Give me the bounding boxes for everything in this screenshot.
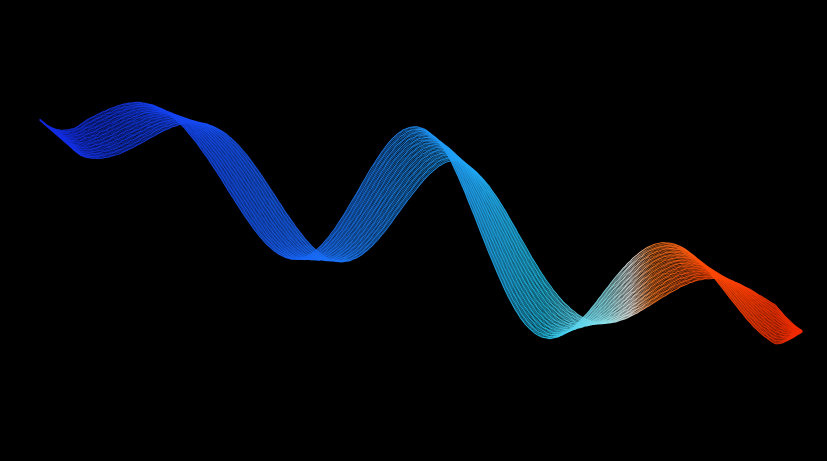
wave-strand	[40, 119, 802, 331]
wave-strand	[40, 119, 802, 330]
wave-strand	[40, 119, 802, 331]
wave-strand	[40, 117, 802, 331]
wave-strand	[40, 120, 802, 331]
wave-strand	[40, 120, 802, 331]
wave-strand	[40, 113, 802, 331]
wave-strand-group	[40, 102, 802, 343]
wave-strand	[40, 118, 802, 331]
wave-strand	[40, 119, 802, 331]
wave-strand	[40, 117, 802, 331]
wave-strand	[40, 120, 802, 331]
wave-strand	[40, 115, 802, 331]
wave-strand	[40, 102, 802, 343]
wave-strand	[40, 118, 802, 332]
wave-strand	[40, 119, 802, 330]
wave-strand	[40, 120, 802, 331]
wave-strand	[40, 115, 802, 332]
wave-strand	[40, 120, 802, 331]
wave-strand	[40, 119, 802, 330]
